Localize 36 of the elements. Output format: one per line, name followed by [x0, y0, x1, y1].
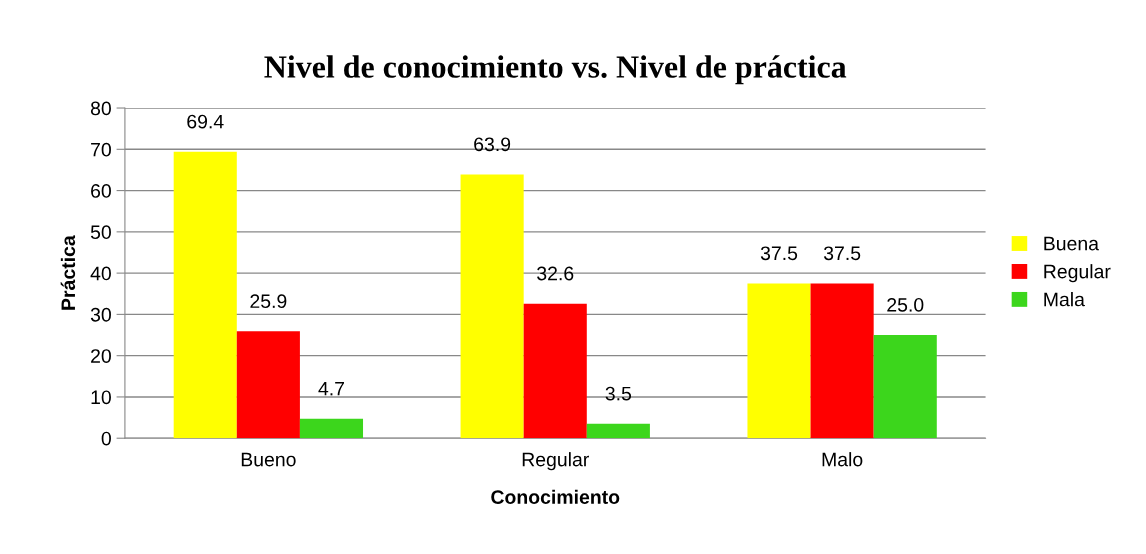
legend-label: Buena [1044, 236, 1099, 251]
bar [873, 335, 937, 439]
x-tick-label: Malo [822, 452, 863, 467]
chart-title: Nivel de conocimiento vs. Nivel de práctica [264, 55, 847, 85]
y-tick-label: 0 [101, 431, 111, 446]
x-tick-label: Regular [522, 452, 589, 471]
data-label: 69.4 [187, 114, 224, 129]
y-axis-title: Práctica [60, 235, 76, 310]
y-tick-label: 10 [91, 390, 111, 405]
bar [299, 418, 364, 439]
y-tick-label: 80 [90, 101, 111, 116]
bar [173, 151, 237, 439]
y-tick-label: 70 [91, 142, 111, 157]
data-label: 37.5 [823, 246, 861, 261]
bar [460, 174, 524, 439]
bar [523, 303, 587, 439]
y-tick-label: 20 [91, 349, 111, 363]
x-tick-label: Bueno [241, 452, 296, 467]
legend-label: Regular [1044, 264, 1111, 283]
bar [236, 331, 300, 439]
y-tick-label: 50 [90, 225, 111, 240]
data-label: 32.6 [537, 266, 574, 281]
bar [586, 423, 650, 439]
data-label: 3.5 [605, 386, 632, 401]
data-label: 63.9 [474, 137, 511, 152]
y-tick-label: 60 [91, 184, 111, 198]
data-label: 37.5 [760, 246, 798, 261]
y-tick-label: 40 [90, 266, 111, 281]
legend-label: Mala [1044, 292, 1085, 307]
bar [747, 283, 811, 439]
x-axis-title: Conocimiento [491, 489, 620, 504]
data-label: 4.7 [318, 381, 345, 396]
data-label: 25.9 [250, 294, 287, 309]
data-label: 25.0 [887, 297, 924, 312]
y-tick-label: 30 [90, 307, 111, 322]
bar [810, 283, 874, 439]
